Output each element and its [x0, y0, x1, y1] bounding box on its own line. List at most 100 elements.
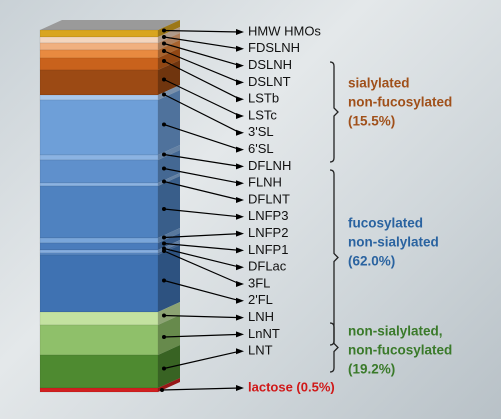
- pointer-arrow: [236, 79, 244, 86]
- segment-label: FDSLNH: [248, 40, 300, 55]
- column-segment: [39, 69, 159, 96]
- column-segment: [39, 185, 159, 239]
- segment-label: DFLNT: [248, 191, 290, 206]
- segment-label: DSLNH: [248, 57, 292, 72]
- pointer-line: [163, 233, 241, 239]
- segment-label: FLNH: [248, 175, 282, 190]
- pointer-line: [163, 153, 241, 167]
- column-segment: [39, 237, 159, 244]
- segment-label: LSTb: [248, 91, 279, 106]
- pointer-arrow: [236, 129, 244, 136]
- column-segment: [39, 36, 159, 44]
- column-segment: [39, 94, 159, 101]
- pointer-line: [163, 180, 241, 201]
- segment-label: LNFP2: [248, 225, 288, 240]
- pointer-line: [163, 42, 241, 67]
- pointer-arrow: [236, 213, 244, 220]
- segment-label: 3FL: [248, 275, 270, 290]
- column-side: [158, 40, 180, 58]
- column-segment: [39, 159, 159, 184]
- segment-label: LNFP1: [248, 242, 288, 257]
- column-side: [158, 90, 180, 155]
- pointer-arrow: [236, 113, 244, 119]
- group-label: sialylated: [348, 76, 410, 91]
- segment-label: HMW HMOs: [248, 23, 321, 38]
- group-label: non-fucosylated: [348, 95, 452, 110]
- segment-label: LNFP3: [248, 208, 288, 223]
- column-side: [158, 345, 180, 388]
- segment-label: LNT: [248, 343, 273, 358]
- pointer-arrow: [236, 348, 244, 355]
- column-segment: [39, 249, 159, 254]
- column-segment: [39, 57, 159, 71]
- pointer-line: [161, 387, 241, 391]
- segment-label: DSLNT: [248, 74, 291, 89]
- column-segment: [39, 324, 159, 356]
- pointer-arrow: [236, 96, 244, 103]
- column-segment: [39, 99, 159, 156]
- pointer-line: [163, 208, 241, 218]
- pointer-line: [163, 93, 241, 134]
- pointer-arrow: [236, 180, 244, 187]
- group-label: (15.5%): [348, 114, 395, 129]
- pointer-arrow: [236, 297, 244, 304]
- group-label: (62.0%): [348, 254, 395, 269]
- pointer-line: [163, 333, 241, 338]
- column-segment: [39, 29, 159, 38]
- segment-label: DFLNH: [248, 158, 291, 173]
- group-label: (19.2%): [348, 362, 395, 377]
- pointer-line: [163, 314, 241, 319]
- group-label: non-fucosylated: [348, 343, 452, 358]
- pointer-line: [163, 279, 241, 302]
- pointer-line: [163, 167, 241, 184]
- pointer-arrow: [236, 264, 244, 271]
- pointer-line: [163, 29, 241, 33]
- column-side: [158, 150, 180, 183]
- column-segment: [39, 387, 159, 393]
- pointer-arrow: [236, 146, 244, 153]
- pointer-arrow: [236, 163, 244, 170]
- pointer-line: [163, 250, 241, 285]
- column-side: [158, 48, 180, 70]
- bracket: [329, 61, 339, 163]
- pointer-arrow: [236, 29, 244, 35]
- pointer-line: [163, 36, 241, 50]
- pointer-line: [163, 78, 241, 117]
- pointer-arrow: [236, 314, 244, 321]
- bracket: [329, 169, 339, 346]
- group-label: non-sialylated: [348, 235, 439, 250]
- column-side: [158, 176, 180, 238]
- bracket: [329, 322, 339, 373]
- segment-label: LnNT: [248, 326, 280, 341]
- pointer-line: [163, 60, 241, 100]
- pointer-arrow: [236, 331, 244, 338]
- pointer-arrow: [236, 385, 244, 391]
- pointer-line: [163, 123, 241, 151]
- column-segment: [39, 154, 159, 161]
- lactose-label: lactose (0.5%): [248, 379, 335, 394]
- segment-label: LSTc: [248, 107, 277, 122]
- segment-label: LNH: [248, 309, 274, 324]
- pointer-arrow: [236, 197, 244, 203]
- pointer-line: [163, 50, 241, 83]
- column-segment: [39, 182, 159, 187]
- pointer-arrow: [236, 247, 244, 254]
- pointer-arrow: [236, 62, 244, 69]
- column-segment: [39, 242, 159, 251]
- column-segment: [39, 49, 159, 59]
- column-segment: [39, 354, 159, 389]
- column-segment: [39, 254, 159, 313]
- column-side: [158, 302, 180, 325]
- column-top: [40, 20, 180, 30]
- column-segment: [39, 42, 159, 51]
- column-segment: [39, 311, 159, 326]
- segment-label: 3'SL: [248, 124, 274, 139]
- column-side: [158, 315, 180, 355]
- pointer-arrow: [236, 281, 244, 287]
- pointer-line: [163, 247, 241, 268]
- column-side: [158, 33, 180, 50]
- column-side: [158, 60, 180, 95]
- column-segment: [39, 252, 159, 256]
- segment-label: 6'SL: [248, 141, 274, 156]
